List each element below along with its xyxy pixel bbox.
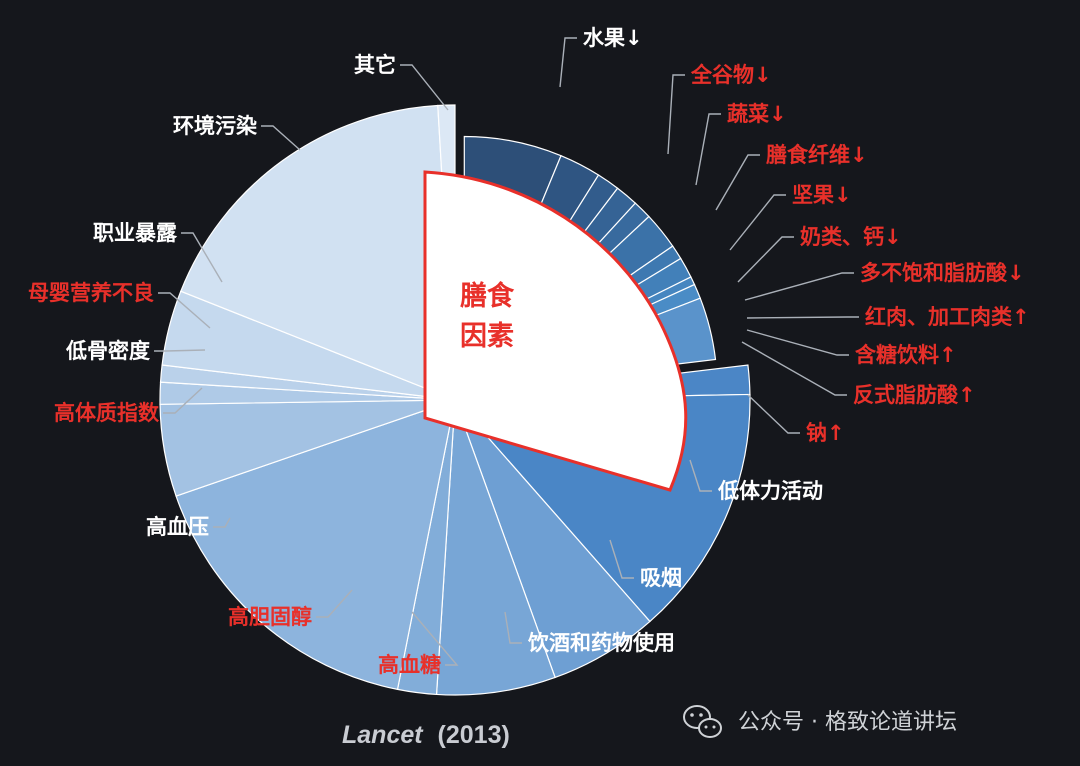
label-水果: 水果↓: [583, 26, 643, 50]
label-高体质指数: 高体质指数: [54, 401, 160, 425]
leader-饮酒和药物使用: [504, 611, 522, 644]
label-奶类钙: 奶类、钙↓: [800, 225, 902, 249]
label-含糖饮料: 含糖饮料↑: [855, 343, 957, 367]
label-饮酒和药物使用: 饮酒和药物使用: [527, 631, 675, 655]
label-蔬菜: 蔬菜↓: [727, 102, 787, 126]
diet-highlight-shape: [423, 170, 688, 492]
leader-坚果: [729, 194, 786, 251]
label-高血压: 高血压: [146, 515, 209, 539]
label-低骨密度: 低骨密度: [65, 339, 150, 363]
label-高胆固醇: 高胆固醇: [228, 605, 312, 629]
leader-其它: [400, 64, 449, 111]
leader-含糖饮料: [746, 329, 849, 356]
watermark-text: 公众号 · 格致论道讲坛: [738, 710, 957, 735]
wechat-icon: [683, 705, 722, 738]
label-环境污染: 环境污染: [173, 114, 257, 138]
leader-水果: [559, 37, 577, 88]
label-多不饱和脂肪酸: 多不饱和脂肪酸↓: [860, 261, 1025, 285]
leader-全谷物: [667, 74, 685, 155]
leader-蔬菜: [695, 113, 721, 186]
leader-高血压: [213, 517, 231, 528]
label-高血糖: 高血糖: [378, 653, 441, 677]
leader-奶类钙: [737, 236, 794, 283]
leader-环境污染: [261, 125, 301, 151]
label-红肉加工肉类: 红肉、加工肉类↑: [865, 305, 1030, 329]
label-低体力活动: 低体力活动: [717, 479, 823, 503]
leader-多不饱和脂肪酸: [744, 272, 854, 301]
leader-高胆固醇: [316, 589, 353, 618]
source-journal: Lancet: [342, 721, 424, 749]
leader-职业暴露: [181, 232, 223, 283]
label-其它: 其它: [354, 53, 396, 77]
slice-labels: 水果↓ 全谷物↓ 蔬菜↓ 膳食纤维↓ 坚果↓ 奶类、钙↓ 多不饱和脂肪酸↓ 红肉、加工肉类↑ 含…: [28, 26, 1030, 677]
diet-highlight-wedge: [423, 170, 688, 492]
leader-膳食纤维: [715, 154, 760, 211]
leader-红肉加工肉类: [746, 316, 859, 319]
label-吸烟: 吸烟: [640, 566, 682, 590]
leader-低体力活动: [689, 459, 712, 492]
leader-钠: [747, 394, 800, 434]
leader-反式脂肪酸: [741, 341, 847, 396]
leader-吸烟: [609, 539, 634, 579]
source-year: (2013): [438, 721, 510, 749]
leader-母婴营养不良: [158, 292, 211, 329]
center-label-line1: 膳食: [460, 280, 515, 312]
label-反式脂肪酸: 反式脂肪酸↑: [853, 383, 976, 407]
label-坚果: 坚果↓: [792, 183, 852, 207]
slice-环境污染: [180, 104, 456, 401]
source-citation: Lancet (2013): [342, 721, 510, 749]
slice-高血糖: [435, 399, 556, 696]
label-钠: 钠↑: [806, 421, 845, 445]
label-全谷物: 全谷物↓: [690, 63, 772, 87]
label-母婴营养不良: 母婴营养不良: [28, 281, 154, 305]
leader-lines: [154, 37, 859, 666]
leader-低骨密度: [154, 349, 206, 352]
leader-高体质指数: [163, 387, 203, 414]
leader-高血糖: [411, 611, 459, 666]
center-label-line2: 因素: [460, 321, 514, 352]
label-职业暴露: 职业暴露: [93, 221, 178, 245]
label-膳食纤维: 膳食纤维↓: [766, 143, 868, 167]
